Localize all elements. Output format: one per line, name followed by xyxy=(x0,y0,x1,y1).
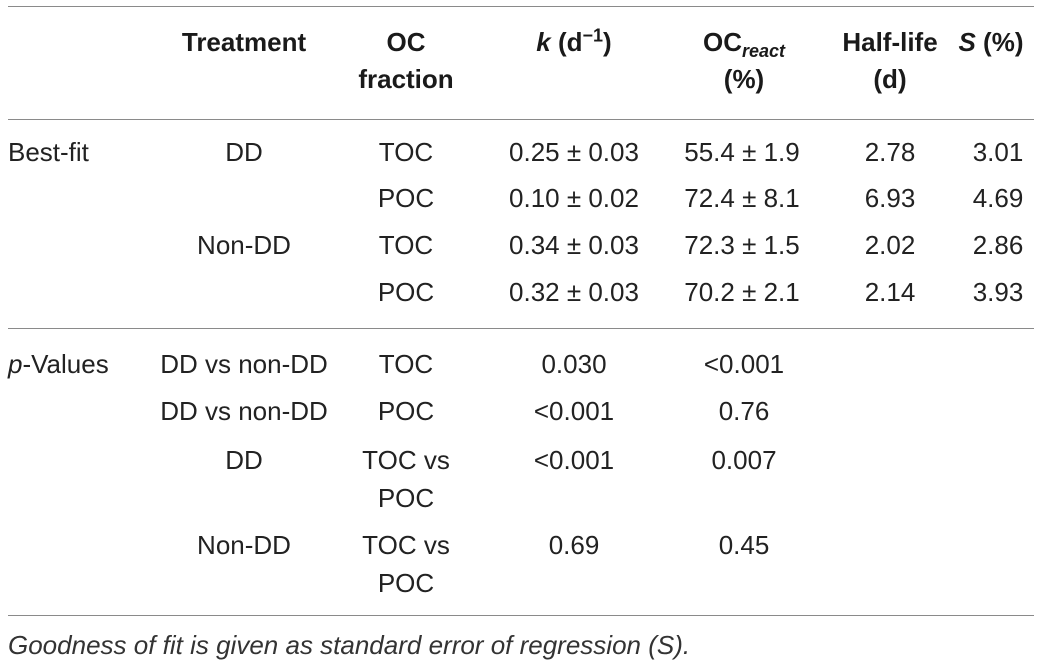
best-fit-row-3-s: 3.93 xyxy=(972,277,1024,307)
best-fit-row-2-halflife: 2.02 xyxy=(864,230,916,260)
header-ocreact: OCreact xyxy=(703,24,785,61)
best-fit-row-2-k: 0.34 ± 0.03 xyxy=(509,230,639,260)
best-fit-row-0-k: 0.25 ± 0.03 xyxy=(509,137,639,167)
header-ocreact-sub: react xyxy=(741,41,786,62)
best-fit-row-1-halflife: 6.93 xyxy=(864,183,916,213)
best-fit-row-1-k: 0.10 ± 0.02 xyxy=(509,183,639,213)
p-row-2-k: <0.001 xyxy=(533,445,615,475)
best-fit-row-2-treatment: Non-DD xyxy=(197,230,291,260)
p-row-0-treatment: DD vs non-DD xyxy=(160,349,328,379)
header-oc-fraction-line2: fraction xyxy=(358,64,454,94)
best-fit-row-2-s: 2.86 xyxy=(972,230,1024,260)
header-s-unit: (%) xyxy=(975,27,1024,57)
header-k-symbol: k xyxy=(536,27,551,57)
header-k-unit-exp: −1 xyxy=(582,25,604,46)
best-fit-row-0-halflife: 2.78 xyxy=(864,137,916,167)
best-fit-row-0-ocreact: 55.4 ± 1.9 xyxy=(684,137,800,167)
best-fit-row-3-halflife: 2.14 xyxy=(864,277,916,307)
table-footnote: Goodness of fit is given as standard err… xyxy=(8,630,691,660)
section-label-best-fit: Best-fit xyxy=(8,137,89,167)
top-rule xyxy=(8,6,1034,7)
p-row-2-treatment: DD xyxy=(225,445,263,475)
header-ocreact-unit: (%) xyxy=(723,64,765,94)
best-fit-row-0-s: 3.01 xyxy=(972,137,1024,167)
section-label-p-values: p-Values xyxy=(8,346,109,383)
p-row-1-k: <0.001 xyxy=(533,396,615,426)
best-fit-row-1-s: 4.69 xyxy=(972,183,1024,213)
p-row-3-treatment: Non-DD xyxy=(197,530,291,560)
p-row-0-ocreact: <0.001 xyxy=(703,349,785,379)
header-k: k (d−1) xyxy=(536,24,611,61)
best-fit-row-1-ocreact: 72.4 ± 8.1 xyxy=(684,183,800,213)
best-fit-row-2-fraction: TOC xyxy=(378,230,434,260)
p-row-1-treatment: DD vs non-DD xyxy=(160,396,328,426)
header-k-unit-open: (d xyxy=(550,27,583,57)
section-rule xyxy=(8,328,1034,329)
header-treatment: Treatment xyxy=(181,27,307,57)
section-label-p-values-italic: p xyxy=(8,349,23,379)
header-ocreact-base: OC xyxy=(702,27,742,57)
header-s: S (%) xyxy=(958,24,1023,61)
p-row-1-ocreact: 0.76 xyxy=(718,396,770,426)
best-fit-row-2-ocreact: 72.3 ± 1.5 xyxy=(684,230,800,260)
best-fit-row-0-fraction: TOC xyxy=(378,137,434,167)
header-k-unit-close: ) xyxy=(603,27,612,57)
header-s-symbol: S xyxy=(958,27,976,57)
p-row-0-fraction: TOC xyxy=(378,349,434,379)
best-fit-row-3-ocreact: 70.2 ± 2.1 xyxy=(684,277,800,307)
p-row-3-fraction-line2: POC xyxy=(377,568,435,598)
header-oc-fraction-line1: OC xyxy=(386,27,426,57)
p-row-3-k: 0.69 xyxy=(548,530,600,560)
p-row-3-fraction-line1: TOC vs xyxy=(362,530,450,560)
p-row-0-k: 0.030 xyxy=(541,349,607,379)
p-row-3-ocreact: 0.45 xyxy=(718,530,770,560)
best-fit-row-1-fraction: POC xyxy=(377,183,435,213)
header-halflife-line2: (d) xyxy=(873,64,907,94)
best-fit-row-0-treatment: DD xyxy=(225,137,263,167)
p-row-2-fraction-line1: TOC vs xyxy=(362,445,450,475)
best-fit-row-3-k: 0.32 ± 0.03 xyxy=(509,277,639,307)
p-row-2-ocreact: 0.007 xyxy=(711,445,777,475)
header-rule xyxy=(8,119,1034,120)
section-label-p-values-rest: -Values xyxy=(22,349,109,379)
p-row-2-fraction-line2: POC xyxy=(377,483,435,513)
p-row-1-fraction: POC xyxy=(377,396,435,426)
bottom-rule xyxy=(8,615,1034,616)
header-halflife-line1: Half-life xyxy=(842,27,938,57)
best-fit-row-3-fraction: POC xyxy=(377,277,435,307)
